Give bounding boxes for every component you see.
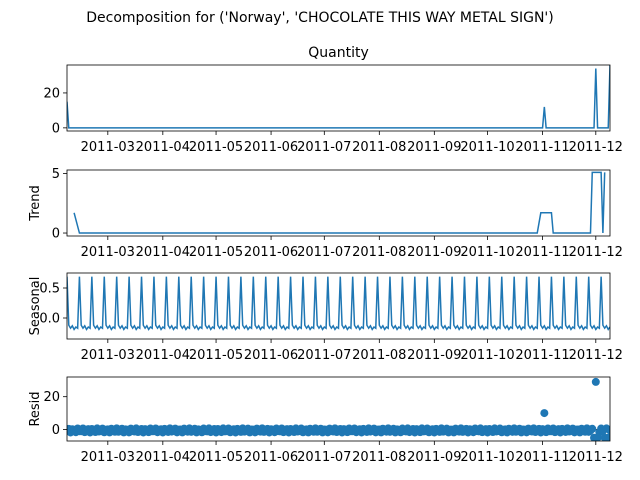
x-tick-label: 2011-12 bbox=[569, 348, 623, 363]
y-tick-label: 20 bbox=[43, 86, 60, 101]
y-axis-label: Seasonal bbox=[28, 277, 43, 336]
x-tick-label: 2011-07 bbox=[297, 450, 351, 465]
x-tick-label: 2011-10 bbox=[460, 140, 514, 155]
x-tick-label: 2011-10 bbox=[460, 450, 514, 465]
quantity-series-line bbox=[67, 65, 610, 129]
x-tick-label: 2011-12 bbox=[569, 140, 623, 155]
resid-outlier-point bbox=[593, 433, 602, 441]
x-tick-label: 2011-08 bbox=[352, 450, 406, 465]
axes-frame bbox=[66, 64, 611, 132]
x-tick-label: 2011-03 bbox=[81, 140, 135, 155]
y-axis-label: Resid bbox=[28, 391, 43, 426]
x-tick-label: 2011-10 bbox=[460, 348, 514, 363]
plot-area bbox=[67, 276, 610, 331]
axes-frame bbox=[66, 376, 611, 442]
x-tick-label: 2011-06 bbox=[244, 450, 298, 465]
x-tick-label: 2011-06 bbox=[244, 348, 298, 363]
axes-frame bbox=[66, 272, 611, 340]
x-tick-label: 2011-03 bbox=[81, 245, 135, 260]
x-tick-label: 2011-05 bbox=[189, 140, 243, 155]
resid-outlier-point bbox=[604, 433, 610, 441]
axes-frame bbox=[66, 169, 611, 237]
figure-suptitle: Decomposition for ('Norway', 'CHOCOLATE … bbox=[86, 10, 553, 26]
resid-point bbox=[588, 424, 597, 433]
x-tick-label: 2011-09 bbox=[407, 348, 461, 363]
trend-series-line bbox=[73, 171, 606, 234]
x-tick-label: 2011-06 bbox=[244, 245, 298, 260]
resid-outlier-point bbox=[591, 377, 600, 386]
panel-title: Quantity bbox=[308, 45, 369, 61]
y-tick-label: 0 bbox=[52, 121, 60, 136]
x-tick-label: 2011-07 bbox=[297, 348, 351, 363]
resid-outlier-point bbox=[540, 409, 549, 418]
x-tick-label: 2011-11 bbox=[515, 245, 569, 260]
x-tick-label: 2011-09 bbox=[407, 245, 461, 260]
plot-area bbox=[73, 171, 606, 234]
x-tick-label: 2011-08 bbox=[352, 245, 406, 260]
x-tick-label: 2011-07 bbox=[297, 140, 351, 155]
x-tick-label: 2011-05 bbox=[189, 348, 243, 363]
y-tick-label: 5 bbox=[52, 167, 60, 182]
x-tick-label: 2011-12 bbox=[569, 245, 623, 260]
y-tick-label: 20 bbox=[43, 390, 60, 405]
x-tick-label: 2011-03 bbox=[81, 450, 135, 465]
x-tick-label: 2011-11 bbox=[515, 348, 569, 363]
y-tick-label: 0.5 bbox=[39, 282, 60, 297]
x-tick-label: 2011-04 bbox=[136, 450, 190, 465]
x-tick-label: 2011-08 bbox=[352, 140, 406, 155]
x-tick-label: 2011-08 bbox=[352, 348, 406, 363]
x-tick-label: 2011-04 bbox=[136, 348, 190, 363]
x-tick-label: 2011-11 bbox=[515, 140, 569, 155]
x-tick-label: 2011-09 bbox=[407, 140, 461, 155]
x-tick-label: 2011-07 bbox=[297, 245, 351, 260]
x-tick-label: 2011-03 bbox=[81, 348, 135, 363]
x-tick-label: 2011-06 bbox=[244, 140, 298, 155]
seasonal-series-line bbox=[67, 276, 610, 331]
resid-point bbox=[606, 426, 610, 435]
x-tick-label: 2011-05 bbox=[189, 450, 243, 465]
plot-area bbox=[67, 377, 610, 441]
x-tick-label: 2011-10 bbox=[460, 245, 514, 260]
x-tick-label: 2011-04 bbox=[136, 245, 190, 260]
x-tick-label: 2011-04 bbox=[136, 140, 190, 155]
plot-area bbox=[67, 65, 610, 129]
y-axis-label: Trend bbox=[28, 185, 43, 222]
y-tick-label: 0 bbox=[52, 423, 60, 438]
x-tick-label: 2011-09 bbox=[407, 450, 461, 465]
x-tick-label: 2011-05 bbox=[189, 245, 243, 260]
x-tick-label: 2011-11 bbox=[515, 450, 569, 465]
y-tick-label: 0.0 bbox=[39, 312, 60, 327]
y-tick-label: 0 bbox=[52, 227, 60, 242]
x-tick-label: 2011-12 bbox=[569, 450, 623, 465]
